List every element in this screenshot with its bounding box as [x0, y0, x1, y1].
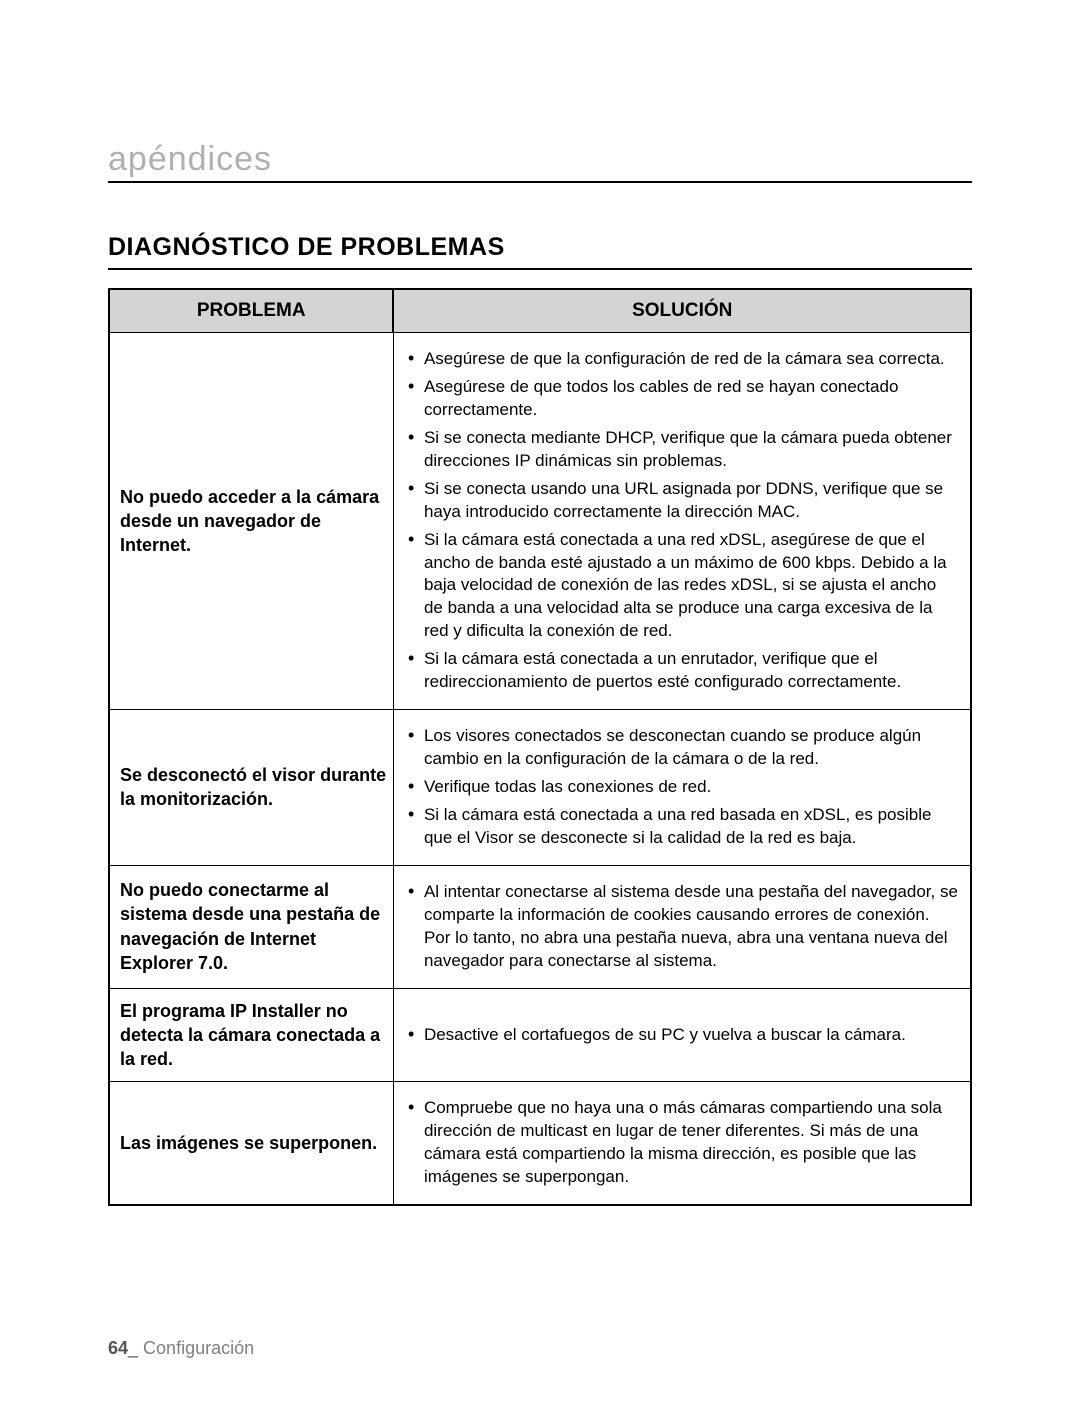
solution-cell: Desactive el cortafuegos de su PC y vuel… [393, 988, 971, 1082]
solution-item: Los visores conectados se desconectan cu… [402, 725, 958, 771]
table-row: Se desconectó el visor durante la monito… [109, 710, 971, 866]
table-row: Las imágenes se superponen.Compruebe que… [109, 1082, 971, 1205]
solution-list: Asegúrese de que la configuración de red… [402, 348, 958, 694]
problem-cell: No puedo conectarme al sistema desde una… [109, 865, 393, 988]
solution-item: Compruebe que no haya una o más cámaras … [402, 1097, 958, 1189]
footer-section-name: Configuración [138, 1338, 254, 1358]
solution-item: Verifique todas las conexiones de red. [402, 776, 958, 799]
solution-item: Desactive el cortafuegos de su PC y vuel… [402, 1024, 958, 1047]
header-solution: SOLUCIÓN [393, 289, 971, 333]
solution-item: Si la cámara está conectada a una red ba… [402, 804, 958, 850]
solution-item: Al intentar conectarse al sistema desde … [402, 881, 958, 973]
solution-cell: Los visores conectados se desconectan cu… [393, 710, 971, 866]
problem-cell: No puedo acceder a la cámara desde un na… [109, 333, 393, 710]
solution-item: Si se conecta usando una URL asignada po… [402, 478, 958, 524]
table-body: No puedo acceder a la cámara desde un na… [109, 333, 971, 1206]
solution-cell: Asegúrese de que la configuración de red… [393, 333, 971, 710]
footer: 64_ Configuración [108, 1338, 254, 1359]
problem-cell: Las imágenes se superponen. [109, 1082, 393, 1205]
solution-cell: Compruebe que no haya una o más cámaras … [393, 1082, 971, 1205]
section-heading: apéndices [108, 140, 972, 183]
solution-item: Si la cámara está conectada a un enrutad… [402, 648, 958, 694]
solution-list: Desactive el cortafuegos de su PC y vuel… [402, 1024, 958, 1047]
page-number: 64 [108, 1338, 128, 1358]
footer-underscore: _ [128, 1338, 138, 1358]
problem-cell: El programa IP Installer no detecta la c… [109, 988, 393, 1082]
solution-item: Si se conecta mediante DHCP, verifique q… [402, 427, 958, 473]
solution-cell: Al intentar conectarse al sistema desde … [393, 865, 971, 988]
problem-cell: Se desconectó el visor durante la monito… [109, 710, 393, 866]
header-problem: PROBLEMA [109, 289, 393, 333]
solution-list: Los visores conectados se desconectan cu… [402, 725, 958, 850]
solution-list: Al intentar conectarse al sistema desde … [402, 881, 958, 973]
solution-item: Asegúrese de que todos los cables de red… [402, 376, 958, 422]
solution-item: Si la cámara está conectada a una red xD… [402, 529, 958, 644]
page-title: DIAGNÓSTICO DE PROBLEMAS [108, 233, 972, 270]
table-row: No puedo conectarme al sistema desde una… [109, 865, 971, 988]
table-row: El programa IP Installer no detecta la c… [109, 988, 971, 1082]
troubleshoot-table: PROBLEMA SOLUCIÓN No puedo acceder a la … [108, 288, 972, 1206]
solution-item: Asegúrese de que la configuración de red… [402, 348, 958, 371]
solution-list: Compruebe que no haya una o más cámaras … [402, 1097, 958, 1189]
table-row: No puedo acceder a la cámara desde un na… [109, 333, 971, 710]
